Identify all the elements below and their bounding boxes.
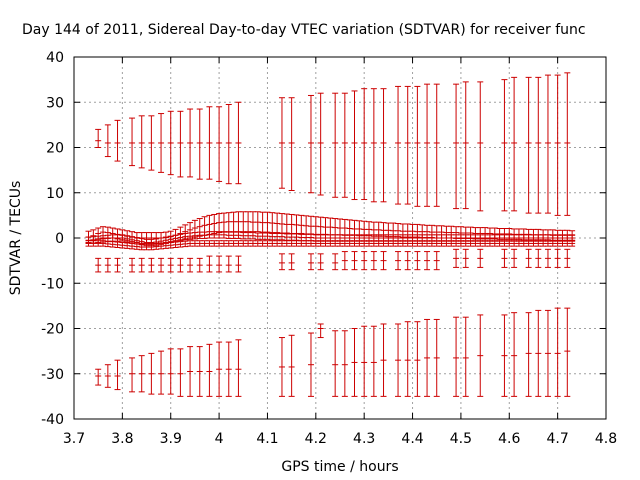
- x-tick-label: 4.6: [498, 431, 520, 447]
- data-series: [85, 72, 576, 397]
- y-axis-label: SDTVAR / TECUs: [8, 181, 24, 296]
- y-tick-label: 40: [46, 50, 64, 66]
- y-tick-label: 0: [55, 231, 64, 247]
- y-tick-label: -30: [41, 367, 64, 383]
- x-tick-label: 3.8: [111, 431, 133, 447]
- x-tick-label: 4.5: [450, 431, 472, 447]
- series-upper: [95, 72, 571, 216]
- x-tick-label: 3.9: [160, 431, 182, 447]
- x-tick-label: 4.4: [401, 431, 423, 447]
- axis-ticks: 3.7 3.8 3.9 4 4.1 4.2 4.3 4.4 4.5 4.6 4.7 4.8 -40 -30…: [41, 50, 617, 447]
- y-tick-label: -10: [41, 276, 64, 292]
- y-tick-label: 10: [46, 186, 64, 202]
- y-tick-label: 20: [46, 141, 64, 157]
- y-tick-label: -40: [41, 412, 64, 428]
- x-tick-label: 4.8: [595, 431, 617, 447]
- series-minus-six: [95, 248, 571, 273]
- x-axis-label: GPS time / hours: [281, 459, 398, 475]
- x-tick-label: 4: [215, 431, 224, 447]
- x-tick-label: 4.3: [353, 431, 375, 447]
- x-tick-label: 4.2: [305, 431, 327, 447]
- series-lower: [95, 307, 571, 397]
- y-tick-label: 30: [46, 95, 64, 111]
- x-tick-label: 4.1: [256, 431, 278, 447]
- x-tick-label: 3.7: [63, 431, 85, 447]
- x-tick-label: 4.7: [547, 431, 569, 447]
- series-central-c: [85, 240, 576, 251]
- y-tick-label: -20: [41, 322, 64, 338]
- chart-title: Day 144 of 2011, Sidereal Day-to-day VTE…: [22, 22, 586, 38]
